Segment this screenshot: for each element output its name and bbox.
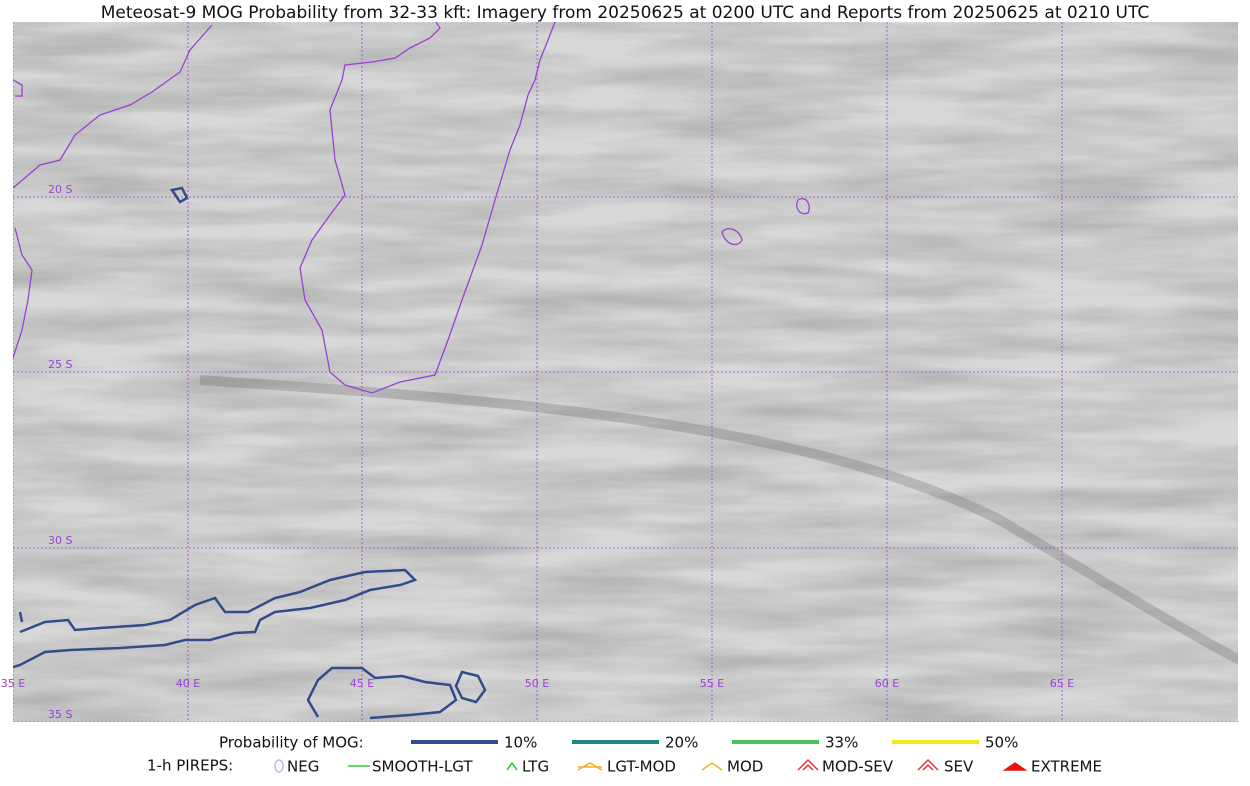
pirep-icon [917, 758, 939, 771]
legend-label: 50% [985, 734, 1018, 752]
legend-label: NEG [287, 758, 319, 776]
mog-contours [13, 186, 487, 720]
lon-label: 40 E [176, 677, 200, 690]
pirep-icon [797, 758, 819, 771]
legend-label: LGT-MOD [607, 758, 676, 776]
mozambique-coast [13, 227, 33, 359]
legend-label: EXTREME [1031, 758, 1102, 776]
legend-label: 33% [825, 734, 858, 752]
contour [454, 670, 487, 704]
lon-label: 35 E [1, 677, 25, 690]
legend-label: MOD-SEV [822, 758, 894, 776]
coastlines [13, 22, 810, 394]
lat-label: 25 S [48, 358, 72, 371]
title: Meteosat-9 MOG Probability from 32-33 kf… [101, 3, 1150, 23]
contour [13, 568, 418, 669]
lat-label: 35 S [48, 708, 72, 721]
pirep-icon [701, 762, 723, 771]
lat-label: 30 S [48, 534, 72, 547]
coast-fragment [13, 79, 23, 97]
legend-heading: 1-h PIREPS: [147, 757, 233, 775]
lon-label: 55 E [700, 677, 724, 690]
legend-label: SMOOTH-LGT [372, 758, 473, 776]
lon-label: 45 E [350, 677, 374, 690]
legend-heading: Probability of MOG: [219, 734, 364, 752]
madagascar [299, 22, 556, 394]
legend-label: LTG [522, 758, 549, 776]
legend-label: MOD [727, 758, 763, 776]
map [13, 22, 1238, 722]
pirep-icon [577, 762, 603, 771]
legend: Probability of MOG: 10% 20% 33% 50% 1-h PIREP… [147, 734, 1102, 776]
contour [18, 611, 24, 623]
contour [169, 186, 189, 204]
pirep-icon [274, 759, 284, 773]
lon-label: 65 E [1050, 677, 1074, 690]
contour [306, 666, 458, 720]
lon-label: 60 E [875, 677, 899, 690]
lat-label: 20 S [48, 183, 72, 196]
mauritius [796, 198, 810, 215]
graticule-labels: 20 S 25 S 30 S 35 S 35 E 40 E 45 E 50 E 55 E 60 E… [1, 183, 1074, 721]
graticule [13, 22, 1238, 722]
jet-band [199, 375, 1238, 665]
legend-label: 20% [665, 734, 698, 752]
pirep-icon [506, 761, 518, 771]
lon-label: 50 E [525, 677, 549, 690]
pirep-icon [1002, 762, 1028, 771]
reunion [721, 228, 743, 246]
legend-label: 10% [504, 734, 537, 752]
africa-coast [13, 24, 213, 189]
legend-label: SEV [944, 758, 974, 776]
